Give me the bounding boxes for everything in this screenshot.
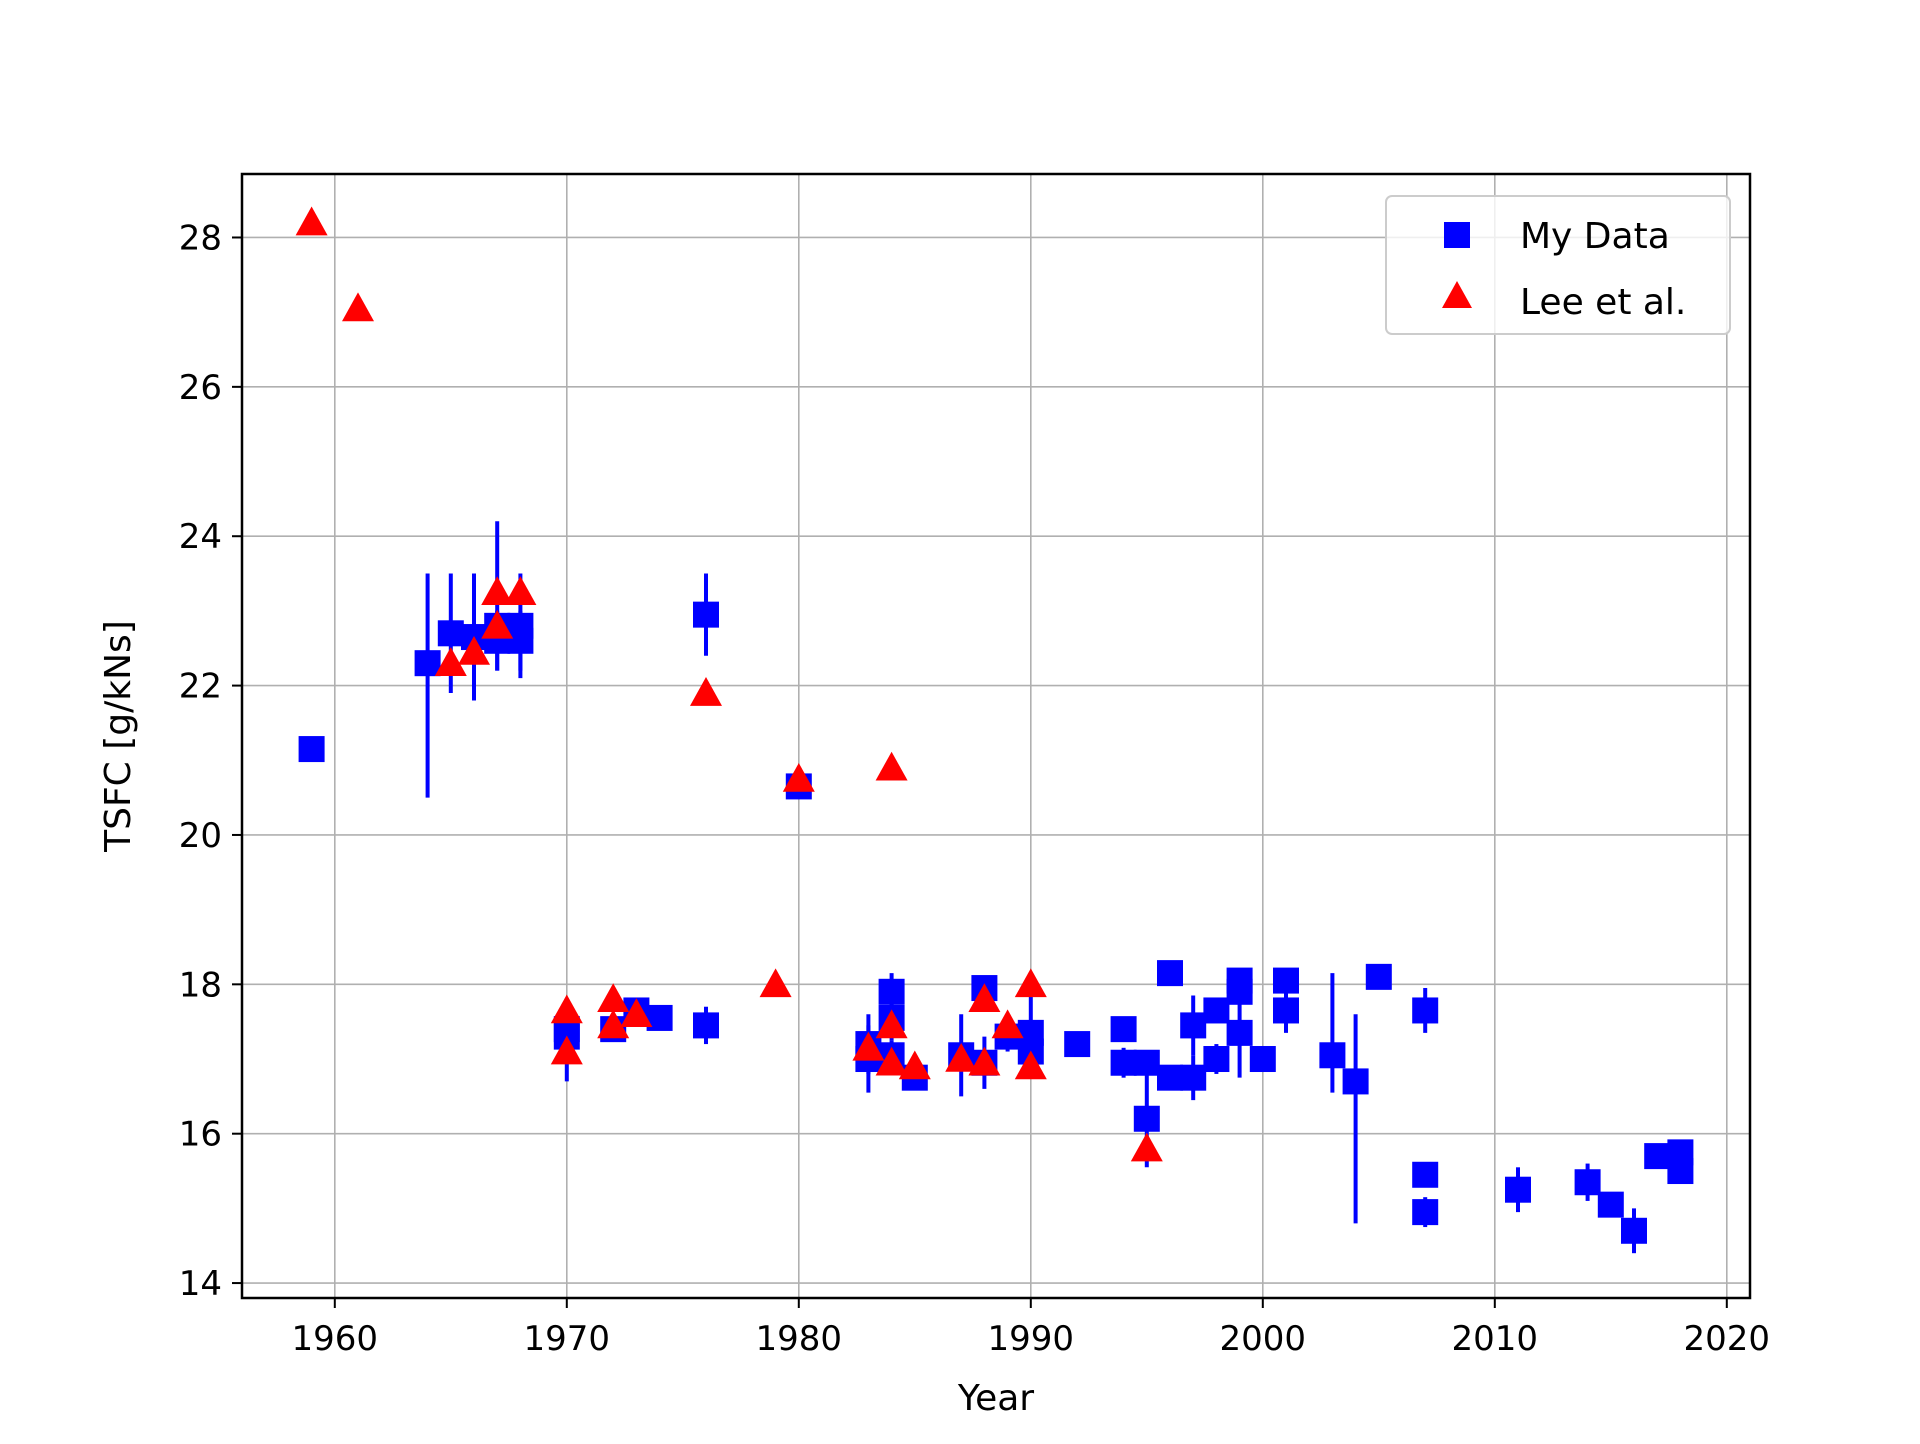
data-point-lee-et-al (434, 647, 467, 676)
data-point-lee-et-al (550, 994, 583, 1024)
data-point-my-data (1319, 1042, 1346, 1069)
y-tick-label: 16 (179, 1115, 222, 1155)
legend-marker-my-data (1444, 222, 1470, 248)
data-point-lee-et-al (759, 968, 792, 998)
data-point-lee-et-al (620, 998, 653, 1027)
my-data-series (298, 601, 1694, 1244)
x-tick-label: 1990 (988, 1319, 1075, 1359)
data-point-my-data (1157, 1064, 1183, 1091)
y-tick-label: 20 (179, 816, 222, 856)
y-tick-label: 14 (179, 1264, 222, 1304)
data-point-lee-et-al (875, 1046, 908, 1076)
data-point-my-data (1667, 1158, 1694, 1185)
data-point-lee-et-al (458, 635, 490, 665)
data-point-my-data (1226, 1019, 1253, 1046)
data-point-my-data (1365, 963, 1392, 990)
data-point-lee-et-al (875, 751, 908, 781)
data-point-my-data (437, 620, 464, 647)
data-point-my-data (1644, 1143, 1671, 1170)
legend-label-my-data: My Data (1520, 216, 1670, 257)
data-point-my-data (414, 650, 441, 677)
lee-et-al-series (295, 206, 1163, 1162)
data-point-lee-et-al (1014, 1050, 1047, 1080)
data-point-my-data (1273, 997, 1299, 1024)
data-point-lee-et-al (852, 1031, 885, 1061)
x-tick-label: 1980 (756, 1319, 843, 1359)
data-point-lee-et-al (597, 983, 630, 1013)
data-point-my-data (646, 1004, 673, 1031)
legend-label-lee-et-al: Lee et al. (1520, 282, 1686, 323)
x-tick-label: 2020 (1684, 1319, 1771, 1359)
data-point-my-data (298, 736, 325, 763)
plot-frame (240, 172, 1752, 1300)
data-point-my-data (1064, 1031, 1091, 1058)
data-point-my-data (1412, 1161, 1439, 1188)
legend-marker-lee-et-al (1442, 281, 1472, 308)
data-point-my-data (1505, 1176, 1531, 1203)
y-tick-label: 28 (179, 218, 222, 258)
data-point-lee-et-al (945, 1043, 978, 1072)
data-point-my-data (693, 601, 719, 628)
x-tick-label: 2010 (1452, 1319, 1539, 1359)
data-point-lee-et-al (898, 1050, 931, 1080)
data-point-my-data (1133, 1105, 1160, 1132)
data-point-my-data (1574, 1169, 1601, 1196)
data-point-lee-et-al (1014, 968, 1047, 998)
axis-ticks: 1960 1970 1980 1990 2000 2010 2020 14 16 18 20 22 24… (179, 218, 1770, 1359)
data-point-lee-et-al (1130, 1132, 1163, 1162)
x-axis-label: Year (957, 1378, 1034, 1419)
data-point-my-data (1203, 997, 1230, 1024)
y-tick-label: 26 (179, 368, 222, 408)
error-bars (425, 521, 1683, 1254)
data-point-my-data (1133, 1049, 1160, 1076)
data-point-lee-et-al (875, 1009, 908, 1039)
data-point-lee-et-al (690, 677, 722, 706)
y-tick-label: 24 (179, 517, 222, 557)
data-point-my-data (1110, 1016, 1137, 1043)
x-tick-label: 1970 (524, 1319, 611, 1359)
data-point-my-data (1597, 1191, 1624, 1218)
data-point-my-data (1157, 960, 1183, 987)
data-point-my-data (1412, 1199, 1439, 1226)
y-axis-label: TSFC [g/kNs] (98, 620, 139, 853)
data-point-lee-et-al (968, 983, 1001, 1013)
data-point-my-data (1226, 978, 1253, 1005)
data-point-lee-et-al (481, 609, 514, 639)
legend: My Data Lee et al. (1385, 195, 1731, 335)
data-point-lee-et-al (597, 1009, 630, 1039)
data-point-my-data (878, 978, 905, 1005)
data-point-my-data (1273, 967, 1299, 994)
data-point-my-data (1342, 1068, 1369, 1095)
data-point-lee-et-al (550, 1035, 583, 1065)
data-point-lee-et-al (504, 576, 537, 606)
data-point-lee-et-al (991, 1009, 1024, 1039)
data-point-my-data (1249, 1046, 1276, 1073)
legend-box (1385, 195, 1731, 335)
x-tick-label: 2000 (1220, 1319, 1307, 1359)
data-point-lee-et-al (782, 762, 815, 792)
data-point-my-data (1180, 1064, 1207, 1091)
data-point-my-data (693, 1012, 719, 1039)
data-point-my-data (1110, 1049, 1137, 1076)
data-point-lee-et-al (968, 1046, 1001, 1076)
y-tick-label: 22 (179, 667, 222, 707)
data-point-lee-et-al (481, 576, 514, 606)
grid-lines (242, 174, 1750, 1298)
y-tick-label: 18 (179, 965, 222, 1005)
x-tick-label: 1960 (292, 1319, 379, 1359)
data-point-my-data (507, 627, 534, 654)
data-point-my-data (1180, 1012, 1207, 1039)
data-point-my-data (1412, 997, 1439, 1024)
data-point-lee-et-al (295, 206, 328, 236)
data-point-lee-et-al (342, 292, 374, 322)
data-point-my-data (1203, 1046, 1230, 1073)
data-point-my-data (1621, 1217, 1647, 1244)
